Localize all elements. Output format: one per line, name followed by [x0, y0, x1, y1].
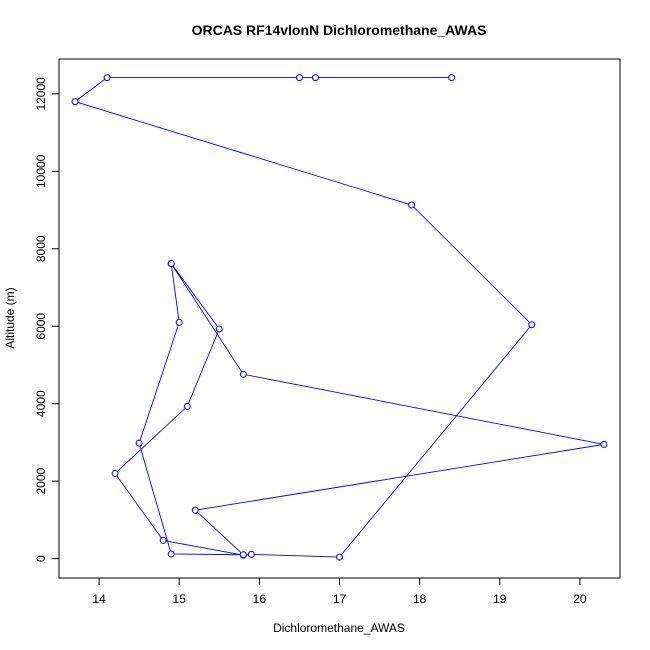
data-point [247, 550, 255, 558]
x-tick-label: 16 [253, 592, 267, 606]
y-axis-label: Altitude (m) [3, 287, 17, 348]
data-point [103, 74, 111, 82]
data-point [167, 260, 175, 268]
data-point [239, 370, 247, 378]
data-point [111, 469, 119, 477]
data-point [135, 439, 143, 447]
x-tick-label: 20 [573, 592, 587, 606]
x-axis-label: Dichloromethane_AWAS [273, 621, 405, 635]
data-point [175, 318, 183, 326]
y-tick-label: 12000 [34, 77, 48, 111]
y-tick-label: 6000 [34, 313, 48, 340]
data-point [408, 201, 416, 209]
data-point [71, 98, 79, 106]
y-tick-label: 2000 [34, 468, 48, 495]
y-tick-label: 4000 [34, 390, 48, 417]
y-tick-label: 0 [34, 555, 48, 562]
x-tick-label: 17 [333, 592, 347, 606]
data-point [191, 506, 199, 514]
data-point [336, 553, 343, 561]
y-axis: 0 2000 4000 6000 8000 10000 12000 [34, 77, 60, 562]
x-tick-label: 15 [173, 592, 187, 606]
data-point [183, 402, 191, 410]
data-point [239, 551, 247, 559]
data-point [528, 321, 536, 329]
series-line [74, 77, 605, 558]
y-tick-label: 8000 [34, 235, 48, 262]
x-tick-label: 18 [413, 592, 427, 606]
y-tick-label: 10000 [34, 154, 48, 188]
series-group [71, 74, 608, 561]
chart-title: ORCAS RF14vlonN Dichloromethane_AWAS [192, 22, 487, 38]
data-point [159, 536, 167, 544]
x-tick-label: 14 [92, 592, 106, 606]
data-point [600, 440, 608, 448]
data-point [448, 74, 456, 82]
x-axis: 14 15 16 17 18 19 20 [92, 577, 587, 606]
data-point [295, 74, 303, 82]
data-point [311, 74, 319, 82]
data-point [167, 550, 175, 558]
data-point [215, 325, 223, 333]
x-tick-label: 19 [493, 592, 507, 606]
plot-box [58, 58, 621, 579]
